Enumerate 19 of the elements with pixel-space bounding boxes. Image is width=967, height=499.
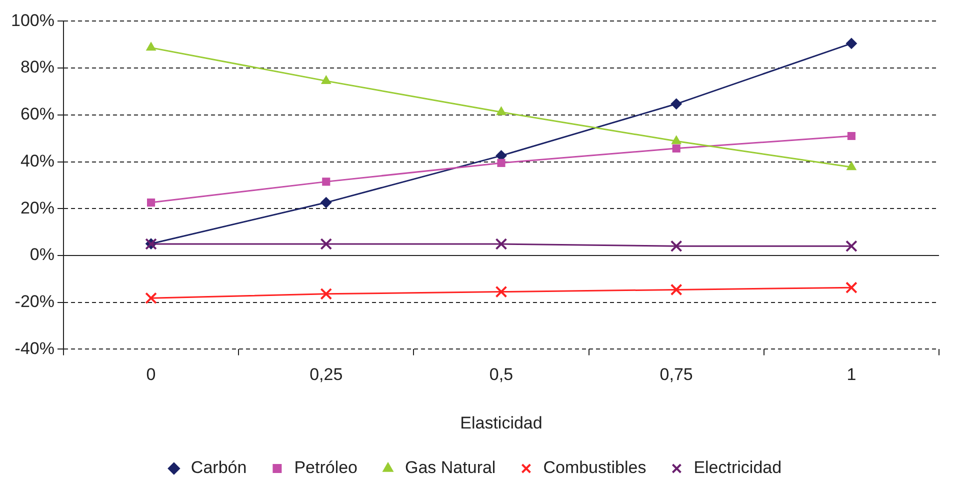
y-tick-label: 100% <box>10 10 54 30</box>
legend-label: Electricidad <box>694 458 782 478</box>
y-tick-label: 20% <box>20 198 54 218</box>
legend-label: Gas Natural <box>405 458 496 478</box>
legend-label: Petróleo <box>294 458 358 478</box>
x-tick-label: 1 <box>846 365 856 384</box>
y-tick-label: 0% <box>30 245 54 264</box>
y-tick-label: -40% <box>14 338 54 358</box>
x-tick-label: 0,5 <box>489 365 514 384</box>
y-tick-label: -20% <box>14 292 54 312</box>
y-tick-label: 60% <box>20 104 54 124</box>
legend-label: Combustibles <box>543 458 646 478</box>
x-tick-label: 0 <box>146 365 156 384</box>
x-axis-title: Elasticidad <box>460 413 542 432</box>
x-tick-label: 0,25 <box>310 365 343 384</box>
y-tick-label: 40% <box>20 151 54 170</box>
y-tick-label: 80% <box>20 58 54 77</box>
legend-label: Carbón <box>190 458 247 478</box>
x-tick-label: 0,75 <box>660 365 693 384</box>
